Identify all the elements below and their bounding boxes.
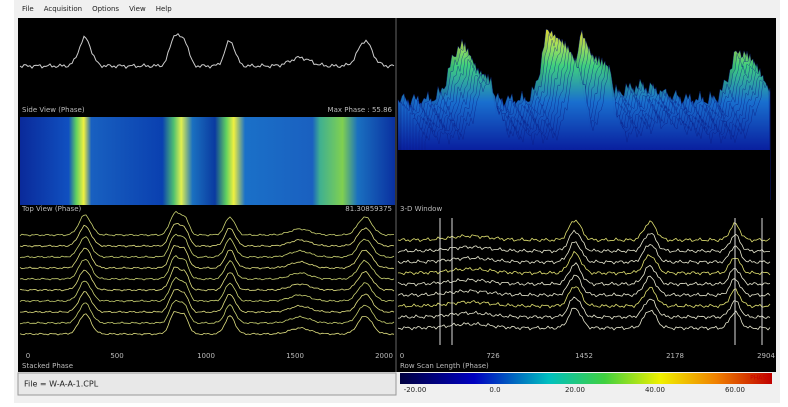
x-tick-label: 1500 bbox=[286, 352, 304, 360]
colorbar bbox=[400, 373, 772, 384]
x-tick-label: 2178 bbox=[666, 352, 684, 360]
colorbar-tick: -20.00 bbox=[404, 386, 427, 394]
menu-item[interactable]: View bbox=[129, 5, 146, 13]
status-text: File = W-A-A-1.CPL bbox=[24, 380, 99, 389]
colorbar-label: PHASE bbox=[750, 375, 770, 382]
menu-item[interactable]: Options bbox=[92, 5, 119, 13]
heatmap bbox=[20, 117, 395, 205]
panel-title: Row Scan Length (Phase) bbox=[400, 362, 489, 370]
panel-info: Max Phase : 55.86 bbox=[328, 106, 393, 114]
panel-title: Top View (Phase) bbox=[21, 205, 82, 213]
panel-title: Stacked Phase bbox=[22, 362, 73, 370]
x-tick-label: 0 bbox=[26, 352, 30, 360]
colorbar-tick: 20.00 bbox=[565, 386, 585, 394]
menu-item[interactable]: File bbox=[22, 5, 34, 13]
panel-info: 81.30859375 bbox=[345, 205, 392, 213]
app-window: File Acquisition Options View Help Side View… bbox=[0, 0, 788, 403]
menu-item[interactable]: Help bbox=[156, 5, 173, 13]
menu-item[interactable]: Acquisition bbox=[44, 5, 82, 13]
x-tick-label: 500 bbox=[110, 352, 123, 360]
panel-title: Side View (Phase) bbox=[22, 106, 85, 114]
surface-shadow bbox=[398, 150, 770, 205]
x-tick-label: 1452 bbox=[575, 352, 593, 360]
x-tick-label: 2000 bbox=[375, 352, 393, 360]
x-tick-label: 1000 bbox=[197, 352, 215, 360]
panel-title: 3-D Window bbox=[400, 205, 442, 213]
x-tick-label: 0 bbox=[400, 352, 404, 360]
x-tick-label: 726 bbox=[486, 352, 500, 360]
colorbar-tick: 60.00 bbox=[725, 386, 745, 394]
colorbar-tick: 40.00 bbox=[645, 386, 665, 394]
colorbar-tick: 0.0 bbox=[489, 386, 500, 394]
x-tick-label: 2904 bbox=[757, 352, 775, 360]
